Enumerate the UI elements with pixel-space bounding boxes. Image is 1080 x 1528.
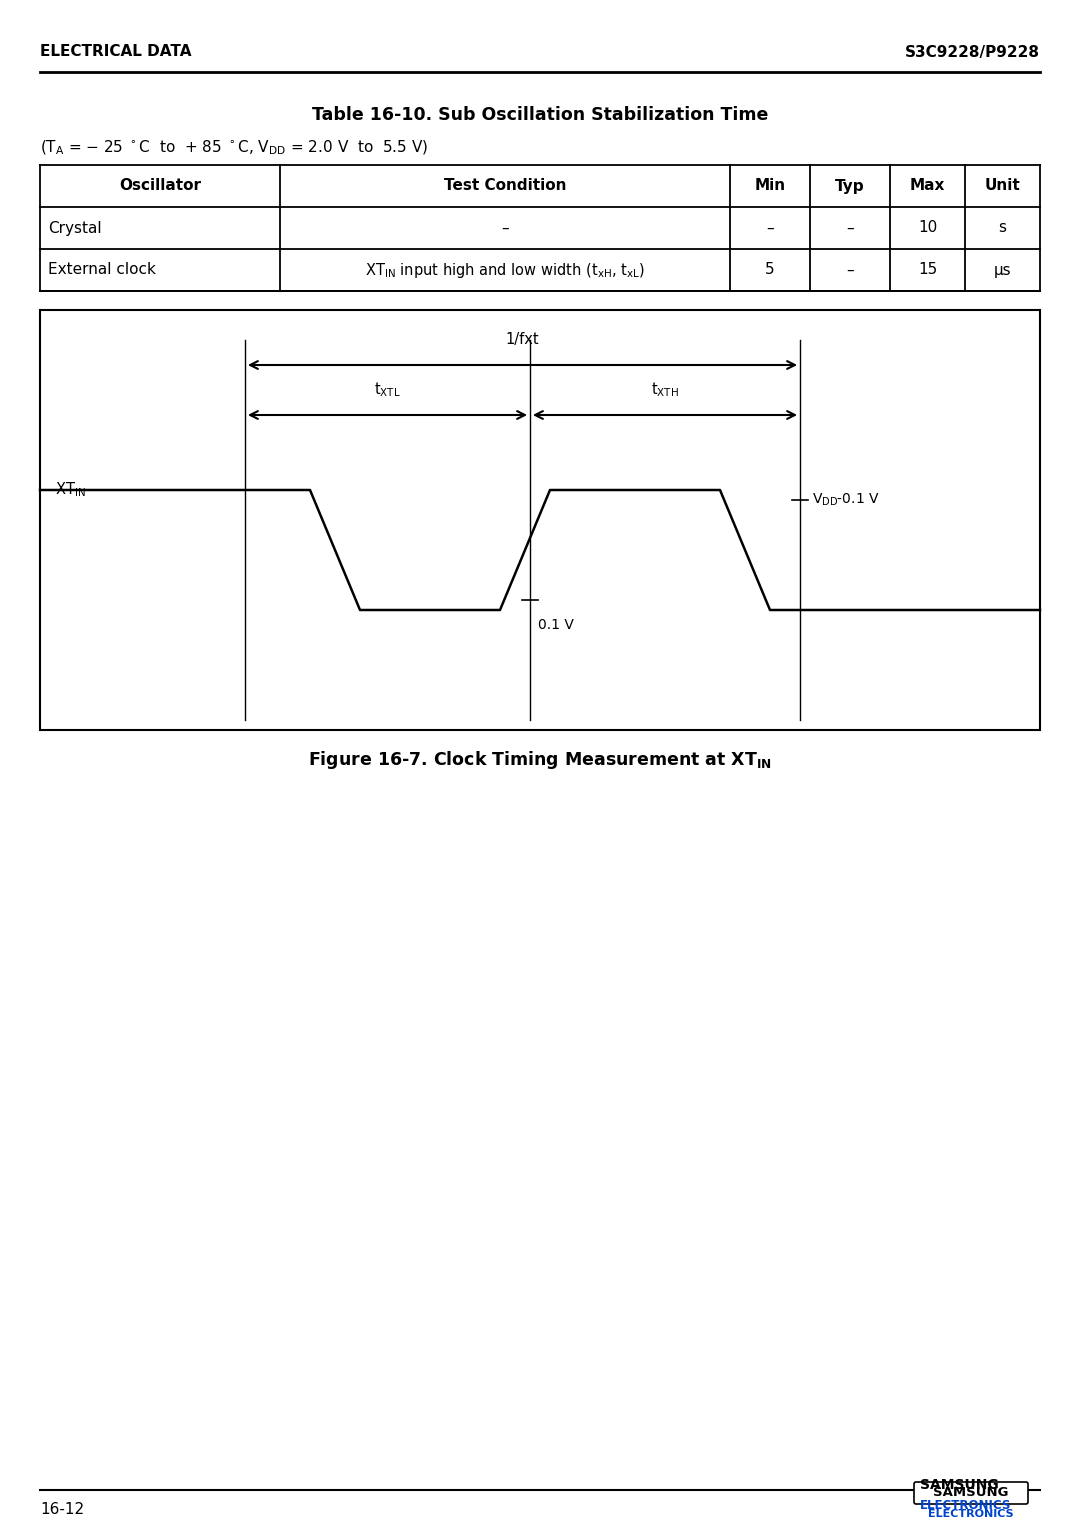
Text: XT$_\mathregular{IN}$: XT$_\mathregular{IN}$	[55, 481, 85, 500]
Text: External clock: External clock	[48, 263, 156, 278]
Text: 5: 5	[766, 263, 774, 278]
Text: Unit: Unit	[985, 179, 1021, 194]
Text: (T$_\mathregular{A}$ = $-$ 25 $^\circ$C  to  + 85 $^\circ$C, V$_\mathregular{DD}: (T$_\mathregular{A}$ = $-$ 25 $^\circ$C …	[40, 139, 429, 157]
Text: Test Condition: Test Condition	[444, 179, 566, 194]
Text: μs: μs	[994, 263, 1011, 278]
FancyBboxPatch shape	[914, 1482, 1028, 1504]
Text: –: –	[766, 220, 773, 235]
Text: t$_\mathregular{XTH}$: t$_\mathregular{XTH}$	[651, 380, 679, 399]
Text: –: –	[501, 220, 509, 235]
Text: Typ: Typ	[835, 179, 865, 194]
Text: S3C9228/P9228: S3C9228/P9228	[905, 44, 1040, 60]
Text: –: –	[847, 220, 854, 235]
Bar	[40, 310, 1040, 730]
Text: ELECTRICAL DATA: ELECTRICAL DATA	[40, 44, 191, 60]
Text: ELECTRONICS: ELECTRONICS	[928, 1510, 1014, 1519]
Text: Oscillator: Oscillator	[119, 179, 201, 194]
Text: 15: 15	[918, 263, 937, 278]
Text: 1/fxt: 1/fxt	[505, 332, 539, 347]
Text: 10: 10	[918, 220, 937, 235]
Text: XT$_\mathregular{IN}$ input high and low width (t$_\mathregular{xH}$, t$_\mathre: XT$_\mathregular{IN}$ input high and low…	[365, 260, 645, 280]
Text: –: –	[847, 263, 854, 278]
Text: 16-12: 16-12	[40, 1502, 84, 1517]
Text: SAMSUNG: SAMSUNG	[933, 1487, 1009, 1499]
Text: Min: Min	[755, 179, 785, 194]
Text: Figure 16-7. Clock Timing Measurement at XT$_\mathregular{IN}$: Figure 16-7. Clock Timing Measurement at…	[308, 749, 772, 772]
Text: Crystal: Crystal	[48, 220, 102, 235]
Text: ELECTRONICS: ELECTRONICS	[920, 1499, 1011, 1513]
Text: s: s	[999, 220, 1007, 235]
Text: Table 16-10. Sub Oscillation Stabilization Time: Table 16-10. Sub Oscillation Stabilizati…	[312, 105, 768, 124]
Text: Max: Max	[909, 179, 945, 194]
Text: SAMSUNG: SAMSUNG	[920, 1478, 999, 1491]
Text: 0.1 V: 0.1 V	[538, 617, 573, 633]
Text: t$_\mathregular{XTL}$: t$_\mathregular{XTL}$	[374, 380, 401, 399]
Text: V$_\mathregular{DD}$-0.1 V: V$_\mathregular{DD}$-0.1 V	[812, 492, 880, 509]
